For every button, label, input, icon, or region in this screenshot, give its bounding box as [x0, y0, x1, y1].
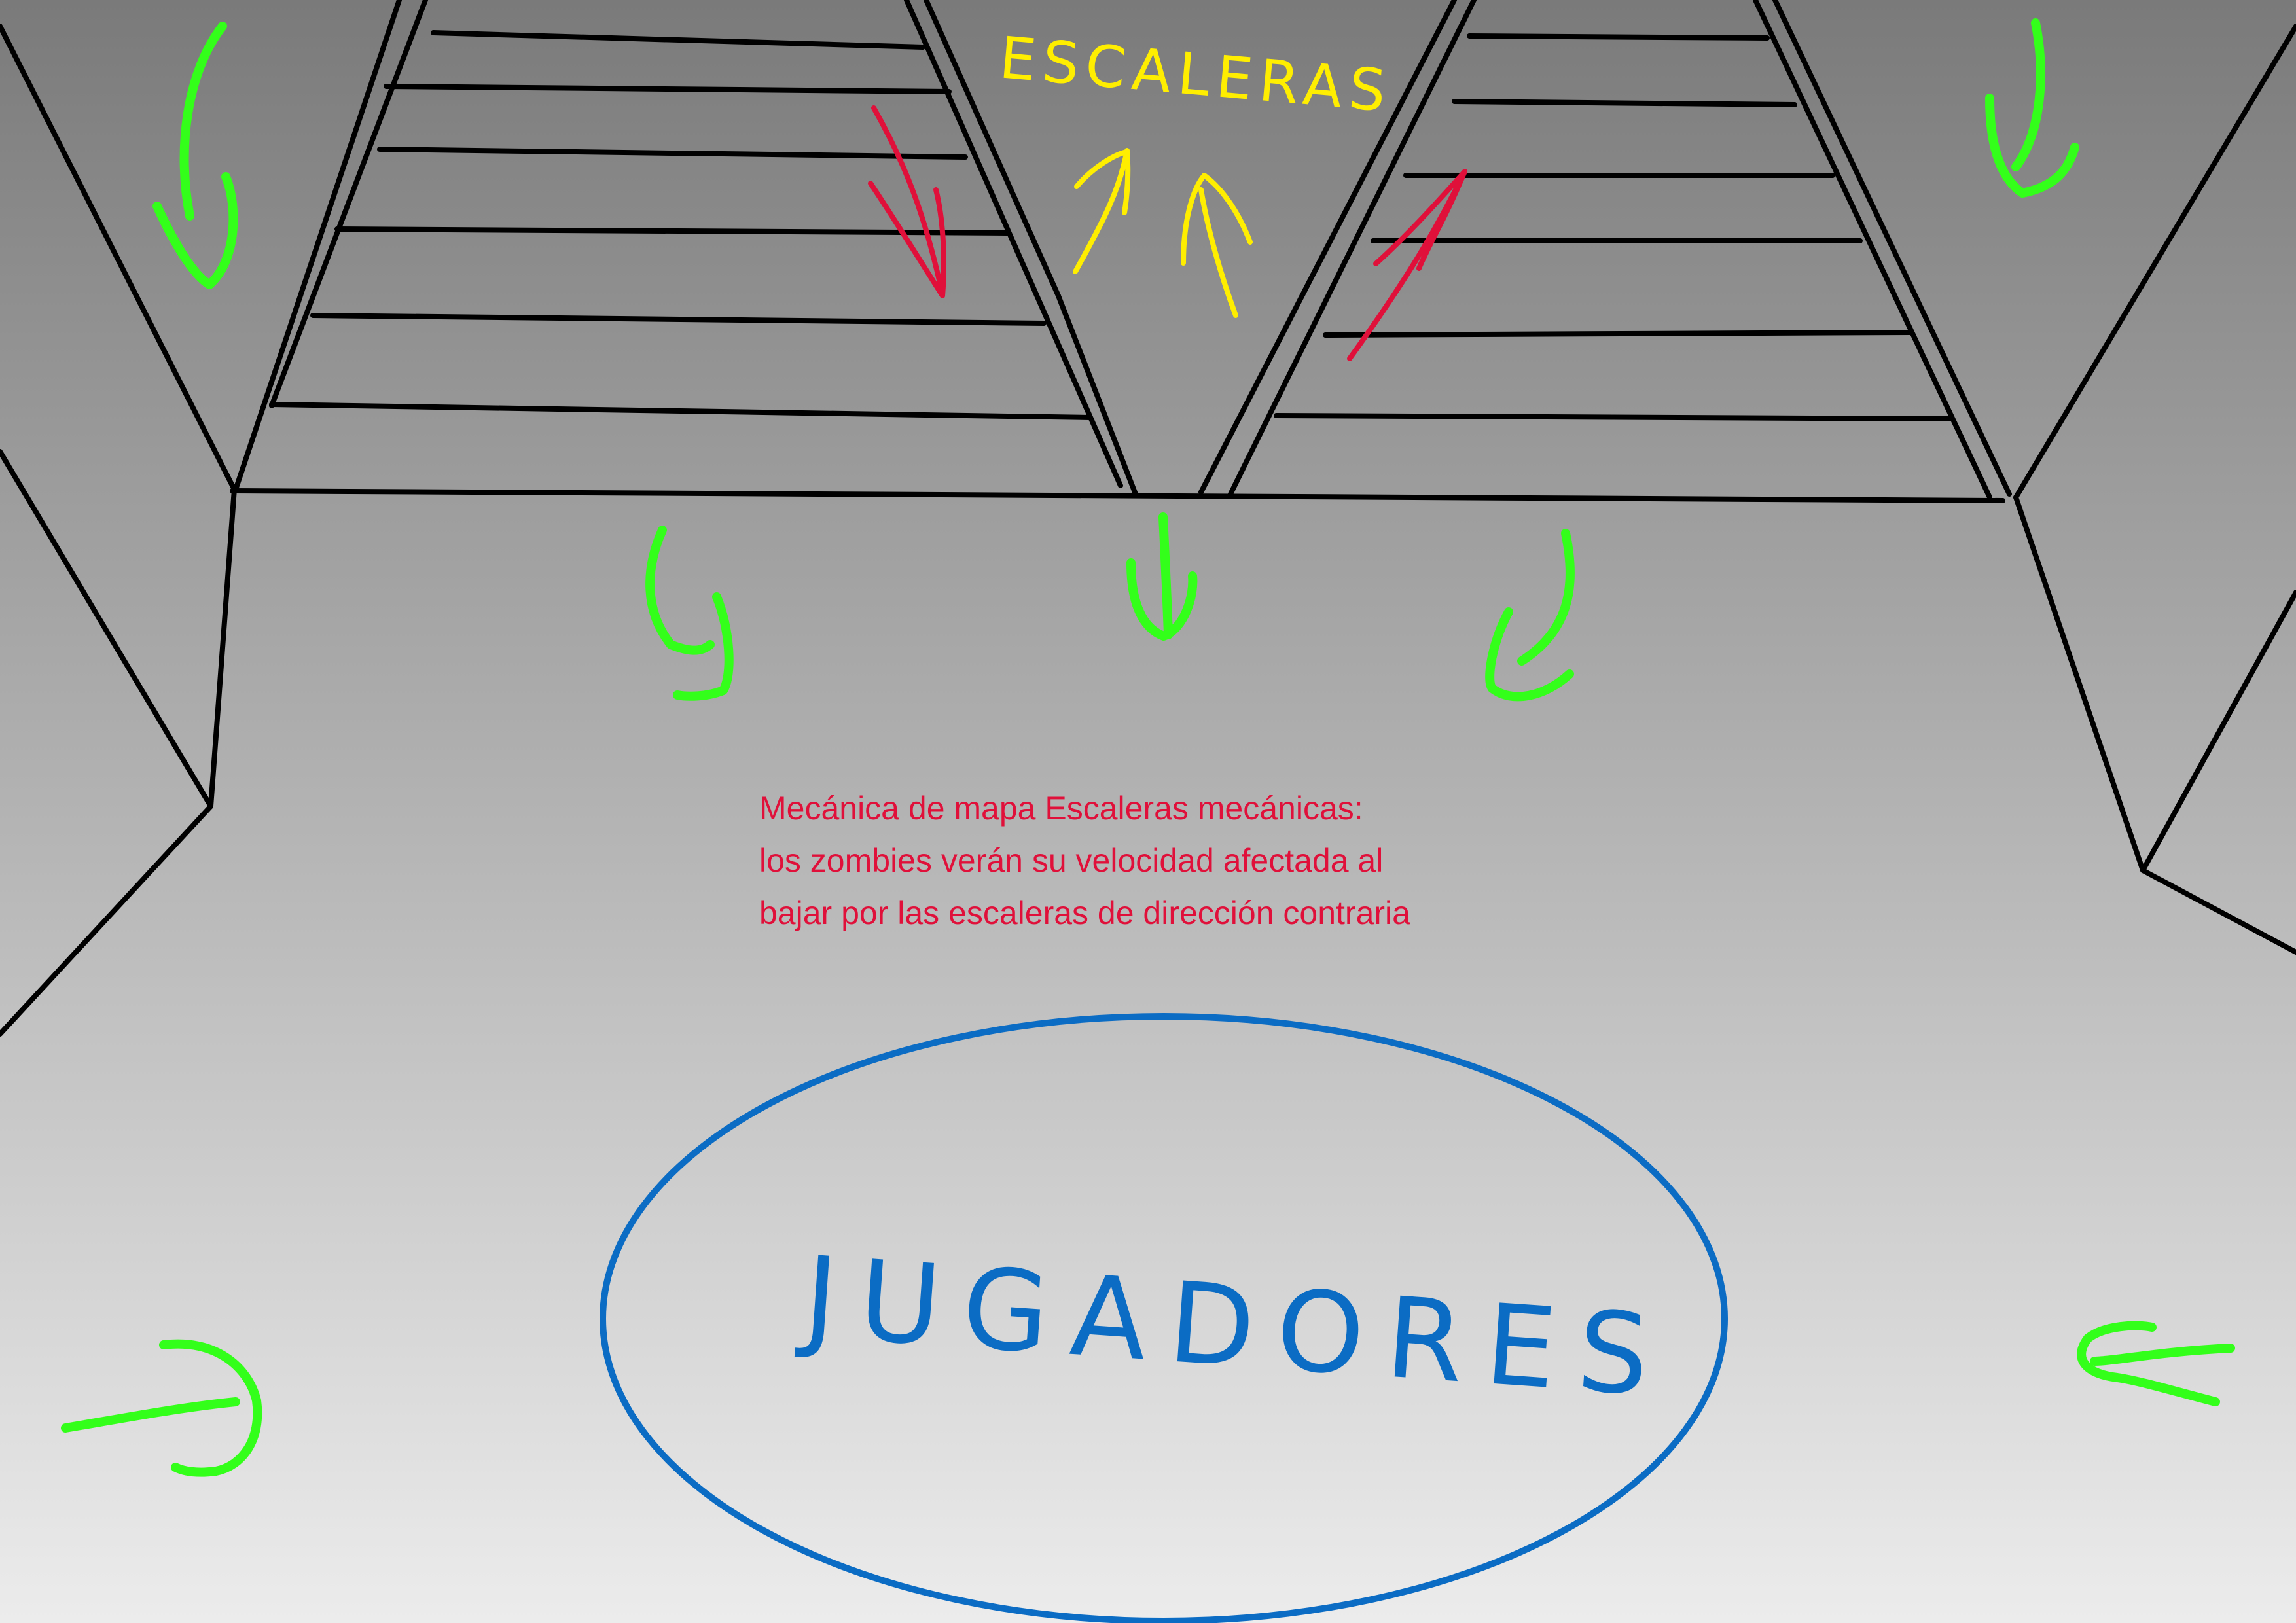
left-escalator-step [269, 402, 1092, 420]
left-escalator-step [377, 147, 968, 160]
escalator-direction-arrows [868, 105, 1467, 361]
mechanic-note-line-3: bajar por las escaleras de dirección con… [759, 895, 1410, 931]
map-outlines [0, 0, 2296, 1037]
right-escalator-step [1467, 33, 1770, 41]
right-escalator-rail-inner-right [1753, 0, 1992, 500]
right-escalator-rail-outer-left [1198, 0, 1457, 495]
left-escalator-rail-inner-left [269, 0, 428, 408]
left-wall-floor-edge [0, 804, 213, 1037]
right-escalator-rail-inner-left [1228, 0, 1477, 497]
left-escalator-step [384, 84, 952, 94]
left-escalator-rail-inner-right [904, 0, 1123, 488]
down-arrow-icon [1126, 512, 1198, 641]
left-escalator-rail-outer-right [924, 0, 1061, 298]
stairs-direction-arrows [1073, 148, 1253, 318]
up-arrow-icon [1181, 173, 1253, 318]
escalator-base-line [230, 488, 2005, 503]
up-arrow-icon [1347, 169, 1467, 361]
zombie-flow-arrows [61, 18, 2235, 1477]
curved-arrow-icon [152, 22, 238, 289]
right-wall-upper [2013, 24, 2296, 500]
left-escalator-step [334, 226, 1011, 236]
down-arrow-icon [868, 105, 946, 298]
left-escalator-step [431, 30, 925, 50]
curved-arrow-icon [1985, 18, 2079, 198]
curved-arrow-icon [1485, 529, 1575, 702]
left-escalator-rail-outer-left [233, 0, 402, 492]
right-escalator-step [1452, 99, 1797, 107]
curved-arrow-icon [61, 1339, 262, 1477]
mechanic-note-line-2: los zombies verán su velocidad afectada … [759, 842, 1384, 879]
right-escalator-rail-outer-right [1772, 0, 2012, 497]
right-escalator-step [1323, 330, 1912, 338]
up-arrow-icon [1073, 148, 1131, 274]
left-escalator-rail-outer-right-2 [1056, 293, 1138, 497]
right-wall-floor-edge [2140, 868, 2296, 955]
curved-arrow-icon [2077, 1321, 2235, 1406]
mechanic-note-line-1: Mecánica de mapa Escaleras mecánicas: [759, 790, 1363, 827]
curved-arrow-icon [645, 526, 734, 701]
right-escalator-step [1274, 413, 1952, 421]
left-wall-upper [0, 24, 237, 492]
mechanic-note: Mecánica de mapa Escaleras mecánicas: lo… [759, 782, 1741, 939]
players-area [600, 1013, 1728, 1623]
left-escalator-step [310, 313, 1047, 326]
